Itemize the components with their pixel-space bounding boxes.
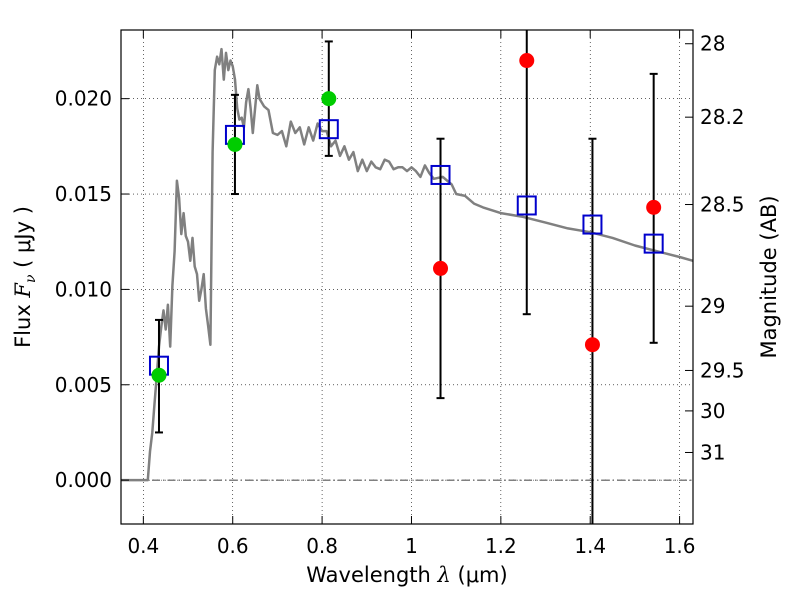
y-tick-label: 0.020 (55, 87, 112, 111)
model-flux-square (430, 164, 451, 185)
y2-axis-ticks: 28 28.2 28.5 29 29.5 30 31 (685, 32, 745, 464)
plot-background (121, 30, 693, 524)
model-flux-square (643, 233, 664, 254)
x-tick-label: 1.6 (664, 534, 696, 558)
observed-flux-markers (151, 53, 662, 383)
x-tick-label: 0.4 (127, 534, 159, 558)
y-axis-title: Flux Fν ( μJy ) (11, 206, 39, 348)
x-tick-label: 1.2 (485, 534, 517, 558)
flux-point (519, 53, 535, 69)
y2-tick-label: 29 (700, 294, 725, 318)
y-axis-ticks: 0.000 0.005 0.010 0.015 0.020 (55, 87, 129, 492)
x-axis-title: Wavelength λ (μm) (306, 563, 507, 587)
model-sed-line (121, 47, 694, 482)
x-tick-label: 0.8 (306, 534, 338, 558)
flux-point (584, 337, 600, 353)
y2-tick-label: 28.5 (700, 193, 745, 217)
y-tick-label: 0.015 (55, 182, 112, 206)
flux-point (227, 136, 243, 152)
y2-tick-label: 31 (700, 440, 725, 464)
flux-point (433, 260, 449, 276)
y-tick-label: 0.000 (55, 468, 112, 492)
x-tick-label: 1.4 (574, 534, 606, 558)
flux-point (151, 367, 167, 383)
model-flux-square (318, 119, 339, 140)
y-tick-label: 0.010 (55, 277, 112, 301)
y2-tick-label: 30 (700, 399, 725, 423)
flux-point (321, 91, 337, 107)
y2-axis-title: Magnitude (AB) (757, 195, 781, 358)
y-tick-label: 0.005 (55, 373, 112, 397)
model-flux-square (516, 195, 537, 216)
x-axis-ticks: 0.4 0.6 0.8 1 1.2 1.4 1.6 (127, 30, 696, 558)
model-flux-square (582, 214, 603, 235)
flux-point (646, 199, 662, 215)
y2-tick-label: 28 (700, 32, 725, 56)
plot-frame (120, 29, 694, 525)
x-tick-label: 1 (405, 534, 418, 558)
y2-tick-label: 28.2 (700, 105, 745, 129)
model-bandpass-markers (148, 119, 664, 376)
x-tick-label: 0.6 (217, 534, 249, 558)
y2-tick-label: 29.5 (700, 358, 745, 382)
